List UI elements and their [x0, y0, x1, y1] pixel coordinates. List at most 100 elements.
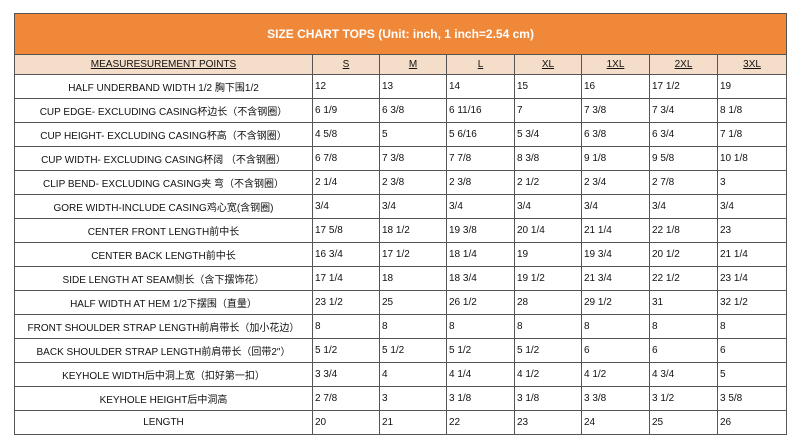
- size-value-cell: 6 11/16: [446, 98, 515, 123]
- size-value-cell: 20: [312, 410, 380, 435]
- size-value-cell: 23: [716, 218, 788, 243]
- size-value-cell: 2 1/4: [312, 170, 380, 195]
- size-value-cell: 5: [379, 122, 447, 147]
- size-value-cell: 19 3/8: [446, 218, 515, 243]
- size-value-cell: 5 1/2: [312, 338, 380, 363]
- header-size-3xl: 3XL: [716, 54, 788, 75]
- size-value-cell: 9 5/8: [649, 146, 718, 171]
- size-value-cell: 4 1/2: [581, 362, 650, 387]
- table-row: HALF UNDERBAND WIDTH 1/2 胸下围1/2 12 13 14 15 1…: [14, 74, 788, 99]
- table-row: SIDE LENGTH AT SEAM侧长（含下摆饰花） 17 1/4 18 18 3…: [14, 266, 788, 291]
- table-row: CENTER FRONT LENGTH前中长 17 5/8 18 1/2 19 3/8…: [14, 218, 788, 243]
- size-value-cell: 3/4: [514, 194, 582, 219]
- table-row: GORE WIDTH-INCLUDE CASING鸡心宽(含钢圈) 3/4 3/4 3…: [14, 194, 788, 219]
- size-value-cell: 4 5/8: [312, 122, 380, 147]
- size-value-cell: 24: [581, 410, 650, 435]
- measurement-label: FRONT SHOULDER STRAP LENGTH前肩带长（加小花边）: [14, 314, 313, 339]
- size-value-cell: 21 1/4: [716, 242, 788, 267]
- size-value-cell: 3 1/8: [446, 386, 515, 411]
- size-value-cell: 8 3/8: [514, 146, 582, 171]
- size-value-cell: 6: [649, 338, 718, 363]
- size-value-cell: 18 1/4: [446, 242, 515, 267]
- size-value-cell: 3/4: [379, 194, 447, 219]
- size-value-cell: 22: [446, 410, 515, 435]
- size-value-cell: 6: [581, 338, 650, 363]
- size-value-cell: 2 1/2: [514, 170, 582, 195]
- size-value-cell: 7: [514, 98, 582, 123]
- size-value-cell: 18: [379, 266, 447, 291]
- size-value-cell: 6 3/8: [379, 98, 447, 123]
- size-value-cell: 2 3/8: [379, 170, 447, 195]
- measurement-label: KEYHOLE HEIGHT后中洞高: [14, 386, 313, 411]
- size-value-cell: 4 1/2: [514, 362, 582, 387]
- size-value-cell: 17 5/8: [312, 218, 380, 243]
- header-measurement-points: MEASURESUREMENT POINTS: [14, 54, 313, 75]
- size-value-cell: 5 1/2: [379, 338, 447, 363]
- size-value-cell: 14: [446, 74, 515, 99]
- size-value-cell: 5: [716, 362, 788, 387]
- chart-title: SIZE CHART TOPS (Unit: inch, 1 inch=2.54…: [13, 13, 788, 55]
- size-value-cell: 31: [649, 290, 718, 315]
- measurement-label: BACK SHOULDER STRAP LENGTH前肩带长（回带2"）: [14, 338, 313, 363]
- size-value-cell: 3/4: [446, 194, 515, 219]
- measurement-label: HALF UNDERBAND WIDTH 1/2 胸下围1/2: [14, 74, 313, 99]
- table-row: CLIP BEND- EXCLUDING CASING夹 弯（不含钢圈） 2 1/…: [14, 170, 788, 195]
- header-size-2xl: 2XL: [649, 54, 718, 75]
- header-size-xl: XL: [514, 54, 582, 75]
- size-value-cell: 16 3/4: [312, 242, 380, 267]
- size-value-cell: 26: [716, 410, 788, 435]
- table-row: FRONT SHOULDER STRAP LENGTH前肩带长（加小花边） 8 8 8…: [14, 314, 788, 339]
- size-value-cell: 22 1/8: [649, 218, 718, 243]
- table-row: CUP HEIGHT- EXCLUDING CASING杯高（不含钢圈） 4 5/…: [14, 122, 788, 147]
- size-value-cell: 18 1/2: [379, 218, 447, 243]
- size-value-cell: 4 1/4: [446, 362, 515, 387]
- size-value-cell: 17 1/4: [312, 266, 380, 291]
- size-value-cell: 6 1/9: [312, 98, 380, 123]
- measurement-label: SIDE LENGTH AT SEAM侧长（含下摆饰花）: [14, 266, 313, 291]
- size-value-cell: 19: [514, 242, 582, 267]
- measurement-label: CUP WIDTH- EXCLUDING CASING杯阔 （不含钢圈）: [14, 146, 313, 171]
- size-value-cell: 20 1/4: [514, 218, 582, 243]
- size-value-cell: 7 1/8: [716, 122, 788, 147]
- size-value-cell: 8: [446, 314, 515, 339]
- size-value-cell: 3/4: [312, 194, 380, 219]
- size-value-cell: 5 1/2: [514, 338, 582, 363]
- size-value-cell: 28: [514, 290, 582, 315]
- measurement-label: CENTER FRONT LENGTH前中长: [14, 218, 313, 243]
- size-value-cell: 2 7/8: [312, 386, 380, 411]
- size-value-cell: 8 1/8: [716, 98, 788, 123]
- size-value-cell: 3 1/8: [514, 386, 582, 411]
- measurement-label: CUP HEIGHT- EXCLUDING CASING杯高（不含钢圈）: [14, 122, 313, 147]
- size-value-cell: 6 7/8: [312, 146, 380, 171]
- size-value-cell: 5 3/4: [514, 122, 582, 147]
- size-value-cell: 29 1/2: [581, 290, 650, 315]
- header-size-s: S: [312, 54, 380, 75]
- size-value-cell: 3 5/8: [716, 386, 788, 411]
- header-size-l: L: [446, 54, 515, 75]
- size-value-cell: 17 1/2: [649, 74, 718, 99]
- size-value-cell: 8: [514, 314, 582, 339]
- size-value-cell: 7 7/8: [446, 146, 515, 171]
- size-value-cell: 21 1/4: [581, 218, 650, 243]
- size-value-cell: 3 3/4: [312, 362, 380, 387]
- size-value-cell: 8: [312, 314, 380, 339]
- header-size-m: M: [379, 54, 447, 75]
- size-value-cell: 16: [581, 74, 650, 99]
- size-value-cell: 7 3/4: [649, 98, 718, 123]
- size-value-cell: 8: [581, 314, 650, 339]
- size-value-cell: 18 3/4: [446, 266, 515, 291]
- size-value-cell: 5 1/2: [446, 338, 515, 363]
- header-row: MEASURESUREMENT POINTS S M L XL 1XL 2XL …: [14, 54, 788, 75]
- size-value-cell: 7 3/8: [379, 146, 447, 171]
- size-value-cell: 6 3/4: [649, 122, 718, 147]
- size-value-cell: 13: [379, 74, 447, 99]
- measurement-label: GORE WIDTH-INCLUDE CASING鸡心宽(含钢圈): [14, 194, 313, 219]
- title-row: SIZE CHART TOPS (Unit: inch, 1 inch=2.54…: [13, 13, 788, 55]
- table-row: BACK SHOULDER STRAP LENGTH前肩带长（回带2"） 5 1/…: [14, 338, 788, 363]
- table-row: KEYHOLE WIDTH后中洞上宽（扣好第一扣） 3 3/4 4 4 1/4 4 1/…: [14, 362, 788, 387]
- table-row: LENGTH 20 21 22 23 24 25 26: [14, 410, 788, 435]
- size-value-cell: 8: [716, 314, 788, 339]
- size-value-cell: 6 3/8: [581, 122, 650, 147]
- size-chart-body: SIZE CHART TOPS (Unit: inch, 1 inch=2.54…: [13, 13, 788, 435]
